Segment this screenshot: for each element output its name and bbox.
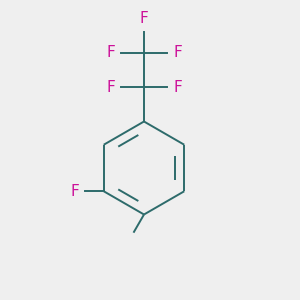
Text: F: F [173,45,182,60]
Text: F: F [106,45,115,60]
Text: F: F [173,80,182,94]
Text: F: F [140,11,148,26]
Text: F: F [70,184,79,199]
Text: F: F [106,80,115,94]
